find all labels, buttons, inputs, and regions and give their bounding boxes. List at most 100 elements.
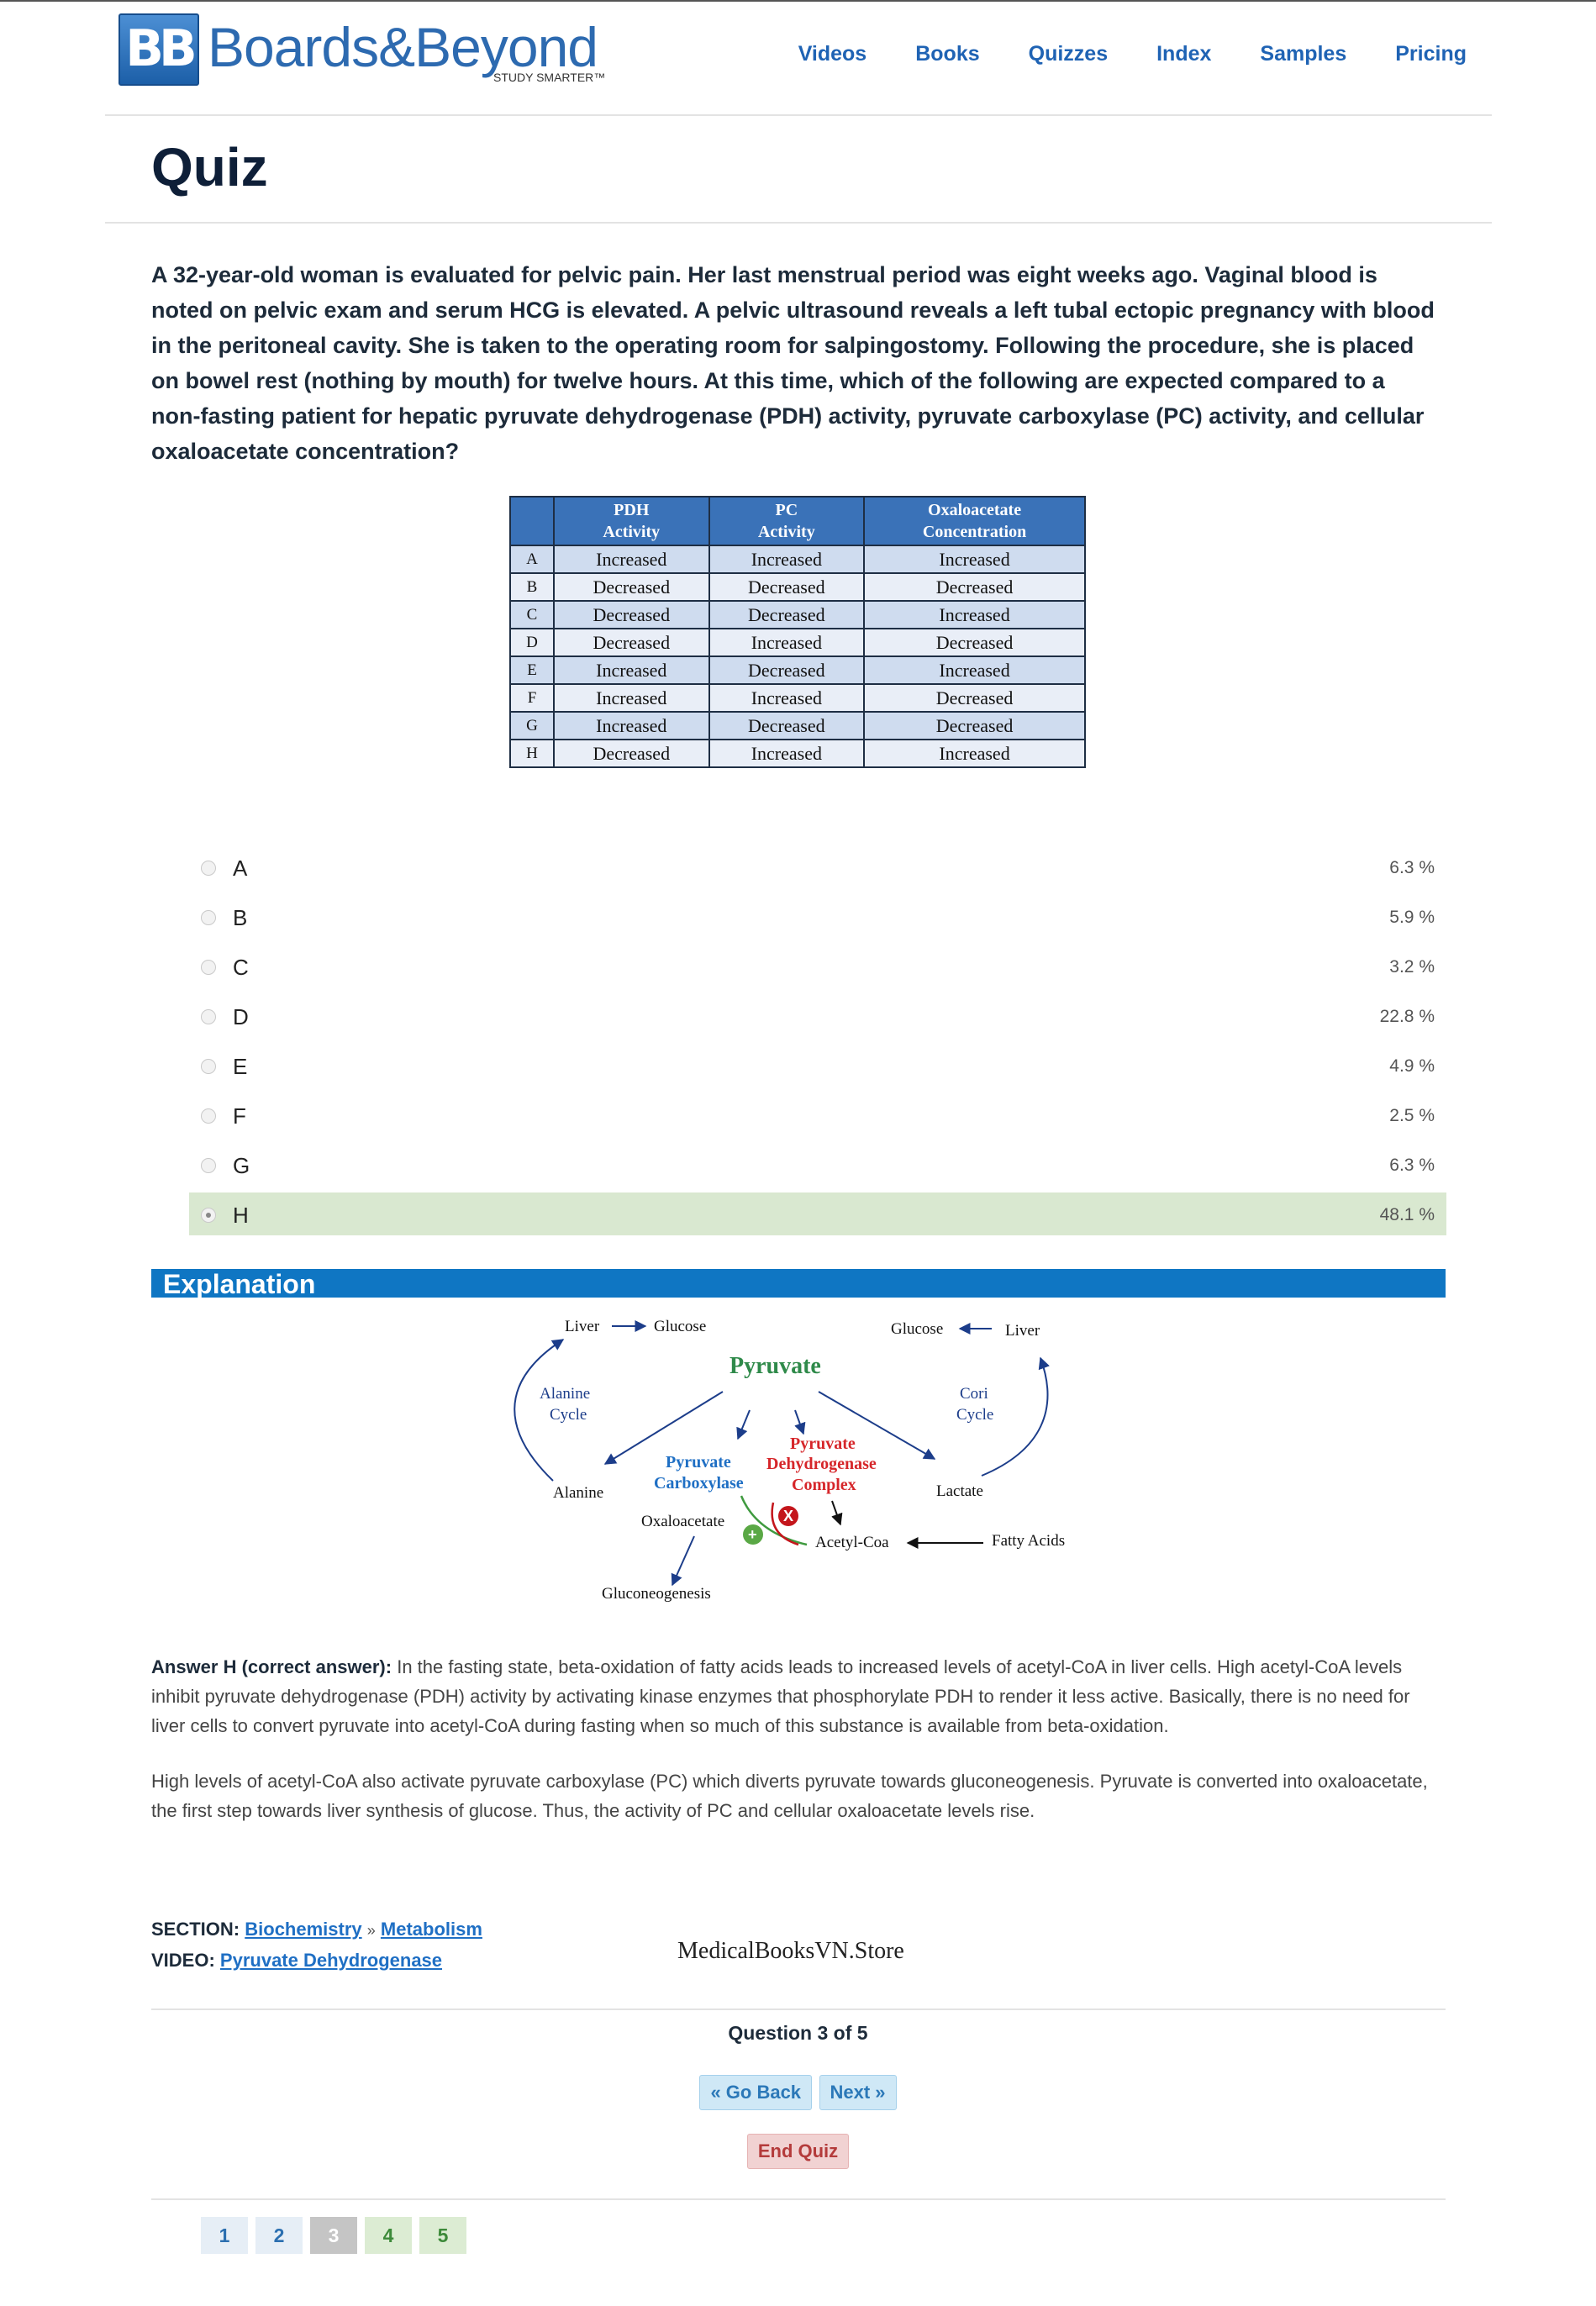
table-row: G Increased Decreased Decreased (509, 711, 1086, 740)
question-counter: Question 3 of 5 (728, 2022, 868, 2044)
choice-percent: 4.9 % (1389, 1056, 1435, 1076)
radio-selected-icon[interactable] (201, 1208, 216, 1223)
label-cori-cycle-1: Cori (960, 1385, 988, 1403)
choice-h[interactable]: H 48.1 % (189, 1192, 1446, 1235)
site-header: BB Boards&Beyond STUDY SMARTER™ Videos B… (105, 10, 1492, 116)
radio-icon[interactable] (201, 910, 216, 925)
choice-a[interactable]: A 6.3 % (189, 845, 1446, 888)
quiz-meta: SECTION: Biochemistry » Metabolism VIDEO… (151, 1914, 482, 1976)
label-fatty-acids: Fatty Acids (992, 1532, 1065, 1550)
section-link-biochemistry[interactable]: Biochemistry (245, 1919, 362, 1940)
choice-g[interactable]: G 6.3 % (189, 1143, 1446, 1186)
choice-letter: F (233, 1103, 246, 1129)
divider (151, 2198, 1446, 2200)
table-row: D Decreased Increased Decreased (509, 628, 1086, 657)
video-line: VIDEO: Pyruvate Dehydrogenase (151, 1945, 482, 1976)
table-row: H Decreased Increased Increased (509, 739, 1086, 768)
choice-percent: 5.9 % (1389, 908, 1435, 927)
choice-percent: 3.2 % (1389, 957, 1435, 977)
explanation-title: Explanation (163, 1269, 316, 1299)
page-3-button[interactable]: 3 (310, 2217, 357, 2254)
col-header-oaa: Oxaloacetate Concentration (863, 496, 1086, 546)
table-corner (509, 496, 555, 546)
table-row: A Increased Increased Increased (509, 545, 1086, 574)
choice-percent: 48.1 % (1379, 1205, 1435, 1224)
table-row: E Increased Decreased Increased (509, 655, 1086, 685)
explanation-header: Explanation (151, 1269, 1446, 1299)
arrow-pyruvate-to-alanine (603, 1391, 724, 1465)
label-pyruvate: Pyruvate (730, 1353, 821, 1379)
radio-icon[interactable] (201, 960, 216, 975)
brand-tagline: STUDY SMARTER™ (493, 71, 606, 84)
label-glucose-left: Glucose (654, 1318, 706, 1335)
label-pc-2: Carboxylase (654, 1474, 744, 1493)
answer-explanation-1: Answer H (correct answer): In the fastin… (151, 1652, 1446, 1740)
next-button[interactable]: Next » (819, 2075, 897, 2110)
choice-e[interactable]: E 4.9 % (189, 1044, 1446, 1087)
end-quiz-button[interactable]: End Quiz (746, 2134, 850, 2169)
section-separator: » (366, 1922, 376, 1939)
page-5-button[interactable]: 5 (419, 2217, 466, 2254)
section-link-metabolism[interactable]: Metabolism (380, 1919, 482, 1940)
nav-index[interactable]: Index (1156, 42, 1212, 66)
end-quiz-row: End Quiz (0, 2134, 1596, 2169)
inhibition-line (771, 1502, 799, 1546)
activation-line (740, 1495, 808, 1546)
label-alanine-cycle-2: Cycle (550, 1406, 587, 1424)
question-pager: 1 2 3 4 5 (201, 2217, 474, 2254)
answer-explanation-2: High levels of acetyl-CoA also activate … (151, 1771, 1428, 1821)
inhibition-x-icon (778, 1506, 798, 1526)
watermark: MedicalBooksVN.Store (677, 1938, 904, 1964)
label-liver-right: Liver (1005, 1322, 1040, 1340)
choice-letter: E (233, 1054, 248, 1079)
choice-f[interactable]: F 2.5 % (189, 1093, 1446, 1136)
page-1-button[interactable]: 1 (201, 2217, 248, 2254)
nav-books[interactable]: Books (915, 42, 980, 66)
plus-sign: + (748, 1526, 757, 1543)
choice-letter: G (233, 1153, 250, 1178)
divider (151, 2009, 1446, 2010)
question-stem: A 32-year-old woman is evaluated for pel… (151, 262, 1435, 464)
choice-letter: D (233, 1004, 249, 1029)
table-row: C Decreased Decreased Increased (509, 600, 1086, 629)
pyruvate-pathway-diagram: Liver Glucose Glucose Liver Pyruvate Ala… (514, 1318, 1065, 1603)
radio-icon[interactable] (201, 1108, 216, 1124)
radio-icon[interactable] (201, 1059, 216, 1074)
page-title: Quiz (151, 137, 268, 197)
label-alanine: Alanine (553, 1484, 603, 1502)
label-oxaloacetate: Oxaloacetate (641, 1513, 724, 1530)
arrow-pyruvate-to-lactate (818, 1391, 936, 1460)
page-4-button[interactable]: 4 (365, 2217, 412, 2254)
brand-logo[interactable]: BB Boards&Beyond STUDY SMARTER™ (119, 12, 606, 92)
answer-label: Answer H (correct answer): (151, 1656, 392, 1677)
section-line: SECTION: Biochemistry » Metabolism (151, 1914, 482, 1945)
page-2-button[interactable]: 2 (255, 2217, 303, 2254)
choice-percent: 6.3 % (1389, 858, 1435, 877)
label-pdh-1: Pyruvate (790, 1435, 856, 1453)
label-pc-1: Pyruvate (666, 1453, 731, 1472)
choice-d[interactable]: D 22.8 % (189, 994, 1446, 1037)
nav-pricing[interactable]: Pricing (1395, 42, 1467, 66)
arrow-pdh-to-acetylcoa (831, 1500, 843, 1526)
radio-icon[interactable] (201, 1009, 216, 1024)
choice-percent: 2.5 % (1389, 1106, 1435, 1125)
nav-quizzes[interactable]: Quizzes (1028, 42, 1109, 66)
radio-icon[interactable] (201, 1158, 216, 1173)
nav-videos[interactable]: Videos (798, 42, 867, 66)
label-glucose-right: Glucose (891, 1320, 943, 1338)
arrow-alanine-cycle (514, 1339, 565, 1482)
choice-b[interactable]: B 5.9 % (189, 895, 1446, 938)
nav-samples[interactable]: Samples (1260, 42, 1347, 66)
choice-letter: H (233, 1203, 249, 1228)
choice-c[interactable]: C 3.2 % (189, 945, 1446, 987)
col-header-pdh: PDH Activity (553, 496, 710, 546)
go-back-button[interactable]: « Go Back (699, 2075, 813, 2110)
activation-plus-icon (743, 1524, 763, 1545)
choice-letter: A (233, 856, 248, 881)
video-link[interactable]: Pyruvate Dehydrogenase (219, 1950, 443, 1971)
arrow-cori-cycle (981, 1356, 1050, 1477)
arrow-pyruvate-to-oaa (736, 1409, 751, 1440)
answer-text: In the fasting state, beta-oxidation of … (151, 1656, 1410, 1736)
radio-icon[interactable] (201, 861, 216, 876)
answer-options-table: PDH Activity PC Activity Oxaloacetate Conce… (509, 496, 1086, 768)
